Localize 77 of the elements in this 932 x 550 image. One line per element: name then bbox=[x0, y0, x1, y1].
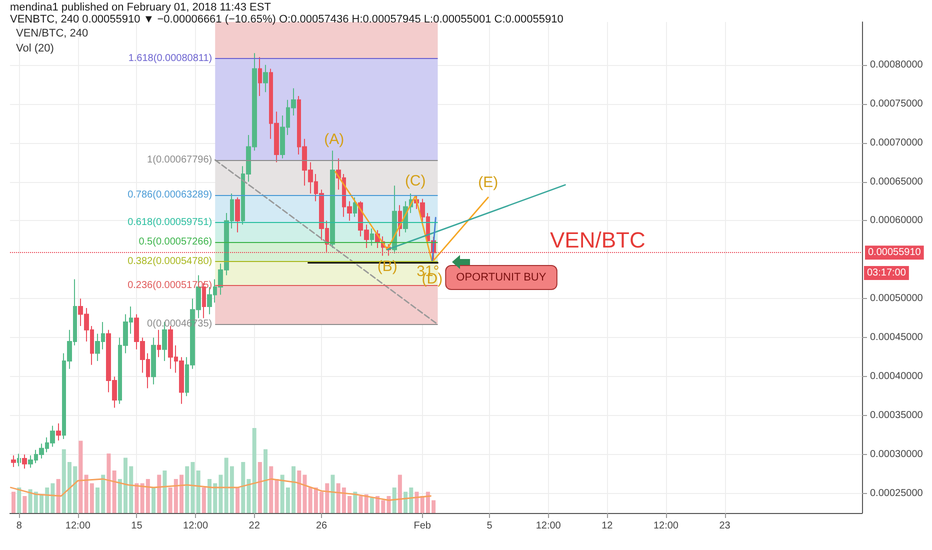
bar bbox=[414, 492, 419, 513]
y-tick-label: 0.00035000 bbox=[870, 410, 924, 422]
bar bbox=[78, 440, 83, 513]
bar bbox=[258, 462, 262, 513]
bar bbox=[398, 474, 402, 513]
bar bbox=[12, 492, 16, 513]
x-tick-label: Feb bbox=[414, 520, 432, 532]
ref-line-label: 1.618(0.00080811) bbox=[128, 53, 212, 64]
candlestick bbox=[370, 228, 374, 246]
ref-line-label: 1(0.00067796) bbox=[147, 154, 212, 166]
bar bbox=[364, 494, 368, 513]
x-tick-label: 5 bbox=[486, 520, 493, 532]
bar bbox=[152, 488, 156, 513]
x-tick-label: 8 bbox=[16, 520, 22, 532]
annotation: (C) bbox=[404, 172, 426, 190]
candlestick bbox=[258, 56, 262, 97]
bar bbox=[202, 488, 206, 513]
bar bbox=[157, 474, 162, 513]
bar bbox=[264, 449, 268, 513]
candlestick bbox=[157, 329, 161, 358]
candlestick bbox=[263, 64, 268, 93]
x-tick-label: 12:00 bbox=[65, 520, 91, 532]
y-tick-label: 0.00025000 bbox=[870, 488, 924, 500]
y-tick-label: 0.00065000 bbox=[870, 176, 924, 188]
annotation: (A) bbox=[324, 130, 344, 148]
bar bbox=[112, 470, 116, 513]
candlestick bbox=[11, 454, 16, 468]
bar bbox=[134, 483, 139, 513]
x-tick-label: 22 bbox=[248, 520, 260, 532]
bar bbox=[358, 496, 363, 513]
annotation: Vol (20) bbox=[16, 42, 54, 54]
annotation: VENBTC, 240 0.00055910 ▼ −0.00006661 (−10.65%) O:0.00057436 H:0.00057945 L:0.00055001 C:0.00055910 bbox=[10, 14, 564, 26]
y-tick-label: 0.00030000 bbox=[870, 449, 924, 460]
bar bbox=[370, 498, 374, 513]
y-tick-label: 0.00075000 bbox=[870, 98, 924, 110]
x-tick-label: 15 bbox=[131, 520, 143, 532]
bar bbox=[22, 496, 27, 513]
text: mendina1 published on February 01, 2018 11:43 EST bbox=[10, 2, 272, 14]
y-tick-label: 0.00050000 bbox=[870, 293, 924, 304]
ref-line-label: 0.382(0.00054780) bbox=[128, 256, 212, 267]
y-tick-label: 0.00040000 bbox=[870, 371, 924, 382]
ref-line-label: 0.5(0.00057266) bbox=[138, 236, 212, 248]
candlestick bbox=[56, 422, 61, 442]
annotation: VEN/BTC, 240 bbox=[16, 28, 88, 40]
y-tick-label: 0.00080000 bbox=[870, 59, 924, 70]
x-tick-label: 23 bbox=[719, 520, 731, 532]
x-tick-label: 12:00 bbox=[536, 520, 562, 532]
bar bbox=[236, 488, 240, 513]
x-tick-label: 12 bbox=[602, 520, 614, 532]
x-tick-label: 26 bbox=[316, 520, 328, 532]
bar bbox=[353, 492, 358, 513]
bar bbox=[56, 479, 60, 513]
y-tick-label: 0.00070000 bbox=[870, 137, 924, 148]
bar bbox=[330, 474, 335, 513]
bar bbox=[17, 488, 22, 513]
bar bbox=[392, 488, 396, 513]
bar bbox=[162, 470, 167, 513]
bar bbox=[196, 470, 200, 513]
text: VEN/BTC bbox=[550, 228, 646, 252]
bar bbox=[106, 454, 111, 513]
ref-line-label: 0.00055910 bbox=[868, 247, 922, 258]
annotation: (E) bbox=[478, 174, 498, 191]
candlestick bbox=[235, 196, 240, 233]
annotation: (B) bbox=[377, 258, 398, 276]
y-tick-label: 0.00045000 bbox=[870, 332, 924, 344]
candlestick bbox=[330, 150, 335, 249]
annotation: OPORTUNIT BUY bbox=[456, 272, 547, 284]
x-tick-label: 12:00 bbox=[653, 520, 679, 532]
x-tick-label: 12:00 bbox=[183, 520, 208, 532]
candlestick bbox=[151, 337, 156, 385]
candlestick bbox=[17, 453, 21, 467]
text: 03:17:00 bbox=[867, 268, 906, 278]
y-tick-label: 0.00060000 bbox=[870, 215, 924, 226]
candlestick bbox=[22, 454, 27, 470]
ref-line-label: 0.618(0.00059751) bbox=[128, 217, 212, 228]
candlestick bbox=[353, 196, 357, 218]
ref-line-label: 0.786(0.00063289) bbox=[128, 190, 212, 201]
